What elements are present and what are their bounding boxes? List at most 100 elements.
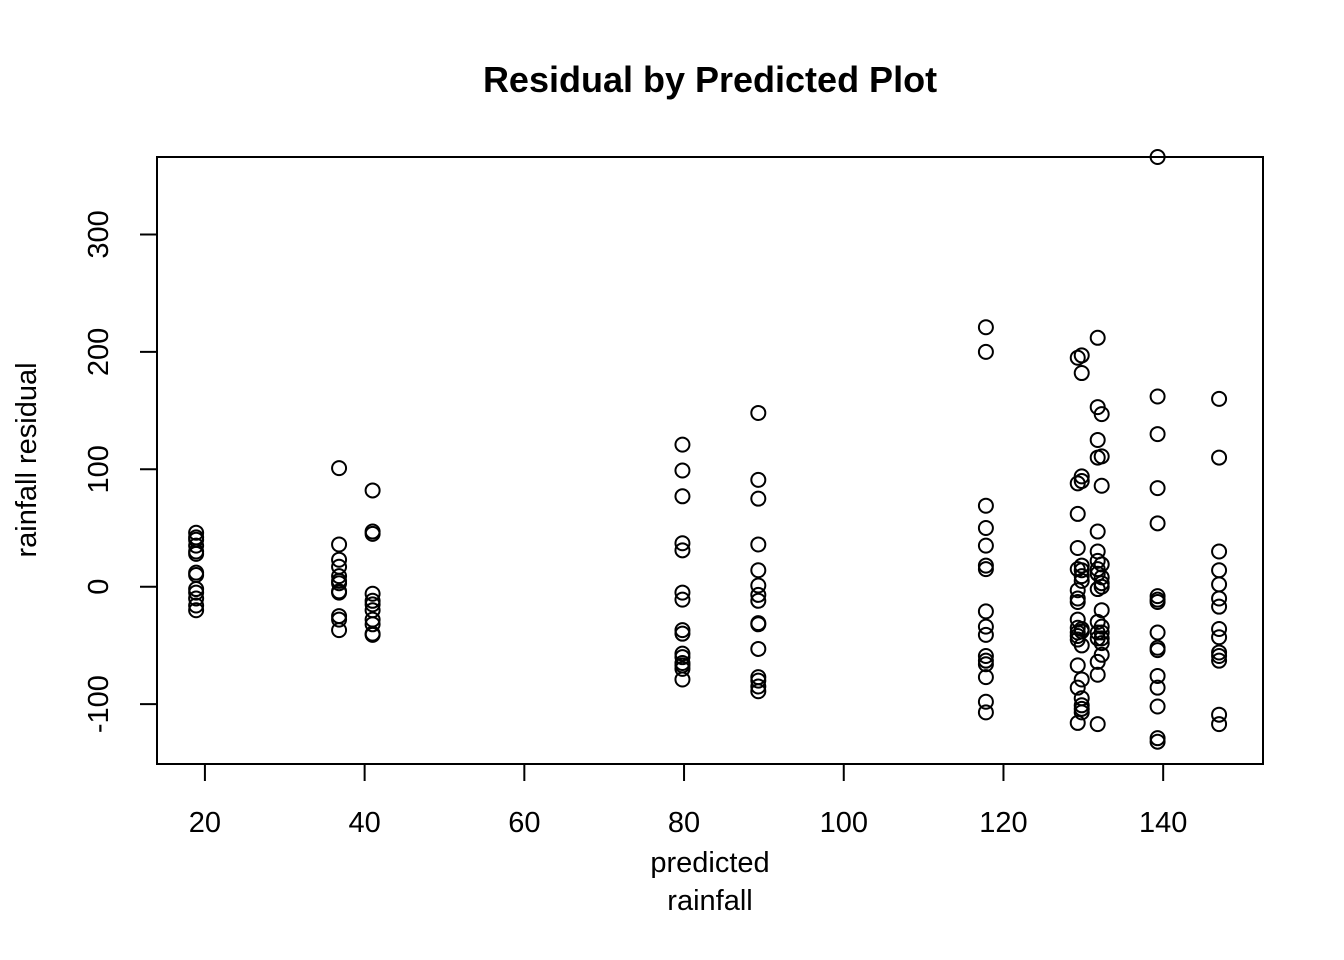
data-point — [977, 603, 994, 620]
data-point — [1089, 666, 1106, 683]
data-point — [674, 649, 691, 666]
data-point — [1093, 646, 1110, 663]
data-point — [977, 626, 994, 643]
data-point — [1093, 618, 1110, 635]
x-axis-label-line-2: rainfall — [667, 885, 752, 917]
data-point — [1073, 347, 1090, 364]
y-tick-label: 0 — [83, 579, 115, 595]
data-point — [750, 678, 767, 695]
data-point — [364, 596, 381, 613]
data-point — [1149, 593, 1166, 610]
data-point — [1149, 388, 1166, 405]
data-point — [750, 683, 767, 700]
data-point — [1149, 667, 1166, 684]
data-point — [1089, 329, 1106, 346]
data-point — [750, 586, 767, 603]
data-point — [1089, 552, 1106, 569]
data-point — [750, 672, 767, 689]
data-point — [1093, 448, 1110, 465]
data-point — [1089, 561, 1106, 578]
data-point — [364, 482, 381, 499]
data-point — [1069, 505, 1086, 522]
data-point — [674, 542, 691, 559]
data-point — [1093, 602, 1110, 619]
data-point — [1211, 590, 1228, 607]
chart-title: Residual by Predicted Plot — [483, 59, 937, 100]
data-point — [1211, 562, 1228, 579]
data-point — [1069, 539, 1086, 556]
data-point — [1073, 568, 1090, 585]
y-tick-label: -100 — [83, 675, 115, 733]
data-point — [1069, 714, 1086, 731]
data-point — [1093, 556, 1110, 573]
data-point — [188, 602, 205, 619]
data-point — [331, 584, 348, 601]
data-point — [364, 585, 381, 602]
data-point — [1093, 406, 1110, 423]
y-axis: -100 0 100 200 300 — [83, 210, 157, 733]
data-point — [750, 562, 767, 579]
data-point — [674, 584, 691, 601]
data-point — [977, 343, 994, 360]
data-point — [331, 622, 348, 639]
data-point — [750, 592, 767, 609]
data-point — [364, 525, 381, 542]
data-point — [750, 490, 767, 507]
data-point — [1093, 569, 1110, 586]
data-point — [1073, 468, 1090, 485]
data-point — [1093, 578, 1110, 595]
data-point — [1089, 431, 1106, 448]
y-tick-label: 300 — [83, 210, 115, 258]
data-point — [1149, 624, 1166, 641]
data-point — [1073, 562, 1090, 579]
data-point — [188, 545, 205, 562]
data-point — [1149, 149, 1166, 165]
plot-frame — [156, 156, 1264, 765]
data-point — [1149, 733, 1166, 750]
x-tick-label: 60 — [508, 807, 540, 839]
data-point — [1073, 572, 1090, 589]
data-point — [1149, 426, 1166, 443]
x-axis: 20 40 60 80 100 120 140 — [189, 764, 1187, 839]
data-point — [1073, 473, 1090, 490]
data-point — [674, 535, 691, 552]
data-point — [1211, 576, 1228, 593]
data-point — [674, 488, 691, 505]
data-point — [188, 584, 205, 601]
data-point — [1211, 390, 1228, 407]
data-point — [977, 656, 994, 673]
data-point — [364, 616, 381, 633]
x-tick-label: 120 — [979, 807, 1027, 839]
data-point — [750, 616, 767, 633]
data-point — [188, 524, 205, 541]
data-point — [977, 618, 994, 635]
x-tick-label: 140 — [1139, 807, 1187, 839]
data-point — [364, 626, 381, 643]
y-axis-label: rainfall residual — [11, 362, 43, 557]
data-point — [1211, 716, 1228, 733]
data-point — [1069, 679, 1086, 696]
data-point — [750, 471, 767, 488]
x-tick-label: 20 — [189, 807, 221, 839]
data-point — [1211, 652, 1228, 669]
data-point — [1149, 480, 1166, 497]
data-point — [1073, 557, 1090, 574]
data-point — [1211, 629, 1228, 646]
x-axis-label-line-1: predicted — [650, 847, 769, 879]
data-point — [977, 561, 994, 578]
data-point — [674, 671, 691, 688]
data-points — [188, 149, 1228, 750]
data-point — [331, 460, 348, 477]
data-point — [1089, 523, 1106, 540]
data-point — [977, 669, 994, 686]
data-point — [674, 436, 691, 453]
data-point — [1093, 477, 1110, 494]
data-point — [331, 551, 348, 568]
data-point — [331, 568, 348, 585]
data-point — [1149, 515, 1166, 532]
data-point — [1073, 365, 1090, 382]
data-point — [1211, 620, 1228, 637]
x-tick-label: 100 — [820, 807, 868, 839]
data-point — [1211, 449, 1228, 466]
